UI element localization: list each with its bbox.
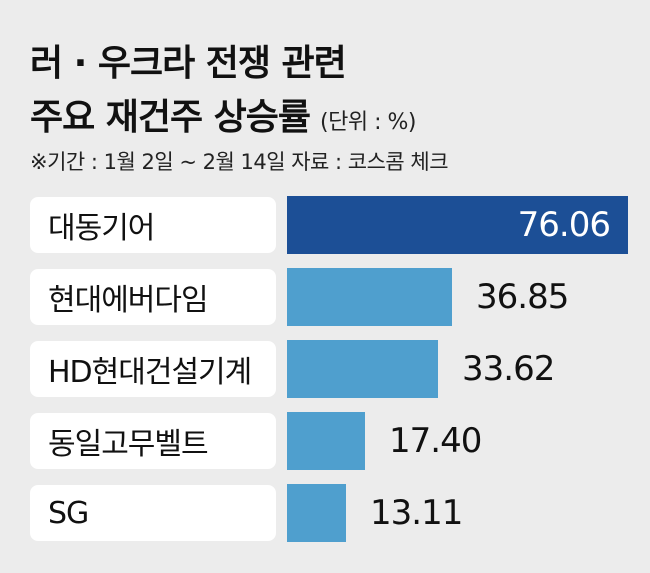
- category-label: 현대에버다임: [30, 269, 276, 325]
- category-label: HD현대건설기계: [30, 341, 276, 397]
- category-label: SG: [30, 485, 276, 541]
- bar: [287, 412, 365, 470]
- unit-label: (단위 : %): [320, 110, 416, 135]
- value-label: 36.85: [476, 277, 569, 317]
- bar: [287, 340, 438, 398]
- value-label: 17.40: [389, 421, 482, 461]
- period-source-note: ※기간 : 1월 2일 ~ 2월 14일 자료 : 코스콤 체크: [30, 150, 449, 174]
- category-label: 동일고무벨트: [30, 413, 276, 469]
- bar: [287, 268, 452, 326]
- chart-title-line2: 주요 재건주 상승률 (단위 : %): [30, 88, 416, 140]
- value-label: 76.06: [517, 205, 611, 245]
- bar: [287, 196, 628, 254]
- category-label: 대동기어: [30, 197, 276, 253]
- chart-title-line1: 러 · 우크라 전쟁 관련: [30, 43, 347, 84]
- chart-title-line2-text: 주요 재건주 상승률: [30, 97, 311, 138]
- value-label: 33.62: [462, 349, 555, 389]
- value-label: 13.11: [370, 493, 463, 533]
- bar: [287, 484, 346, 542]
